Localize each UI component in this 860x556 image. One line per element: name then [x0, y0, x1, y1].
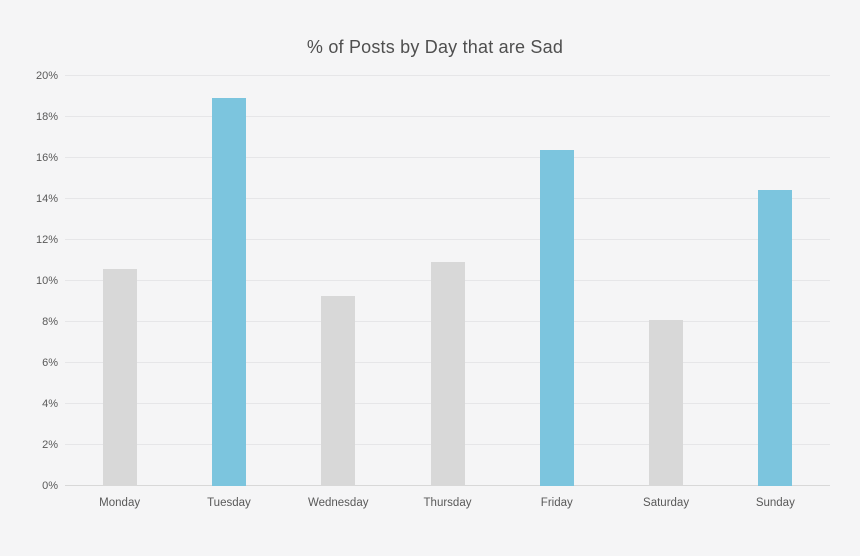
y-tick-label: 12%	[35, 234, 58, 246]
y-tick-label: 16%	[35, 152, 58, 164]
bar-tuesday	[211, 97, 246, 486]
y-tick-label: 18%	[35, 111, 58, 123]
y-axis: 0% 2% 4% 6% 8% 10% 12% 14% 16% 18% 20%	[0, 70, 58, 492]
y-tick-label: 20%	[35, 70, 58, 82]
bar-wednesday	[321, 296, 356, 486]
x-axis: Monday Tuesday Wednesday Thursday Friday Satu…	[65, 496, 830, 512]
y-tick-label: 2%	[42, 439, 58, 451]
y-tick-label: 10%	[35, 275, 58, 287]
x-tick-label-thursday: Thursday	[423, 497, 472, 509]
gridline	[65, 75, 830, 76]
y-tick-label: 14%	[35, 193, 58, 205]
x-tick-label-tuesday: Tuesday	[207, 497, 251, 509]
y-tick-label: 4%	[42, 398, 58, 410]
bar-saturday	[649, 319, 684, 486]
y-tick-label: 8%	[42, 316, 58, 328]
x-tick-label-wednesday: Wednesday	[307, 497, 369, 509]
bar-friday	[539, 149, 574, 486]
gridline	[65, 116, 830, 117]
y-tick-label: 0%	[42, 480, 58, 492]
x-tick-label-friday: Friday	[540, 497, 573, 509]
chart-title: % of Posts by Day that are Sad	[306, 37, 564, 57]
y-tick-label: 6%	[42, 357, 58, 369]
x-tick-label-monday: Monday	[99, 497, 141, 509]
bar-monday	[102, 268, 137, 486]
x-tick-label-saturday: Saturday	[643, 497, 690, 509]
gridline	[65, 157, 830, 158]
x-tick-label-sunday: Sunday	[755, 497, 795, 509]
bar-sunday	[758, 189, 793, 486]
gridline	[65, 239, 830, 240]
gridline	[65, 198, 830, 199]
bar-thursday	[430, 261, 465, 486]
plot-area	[65, 75, 830, 486]
